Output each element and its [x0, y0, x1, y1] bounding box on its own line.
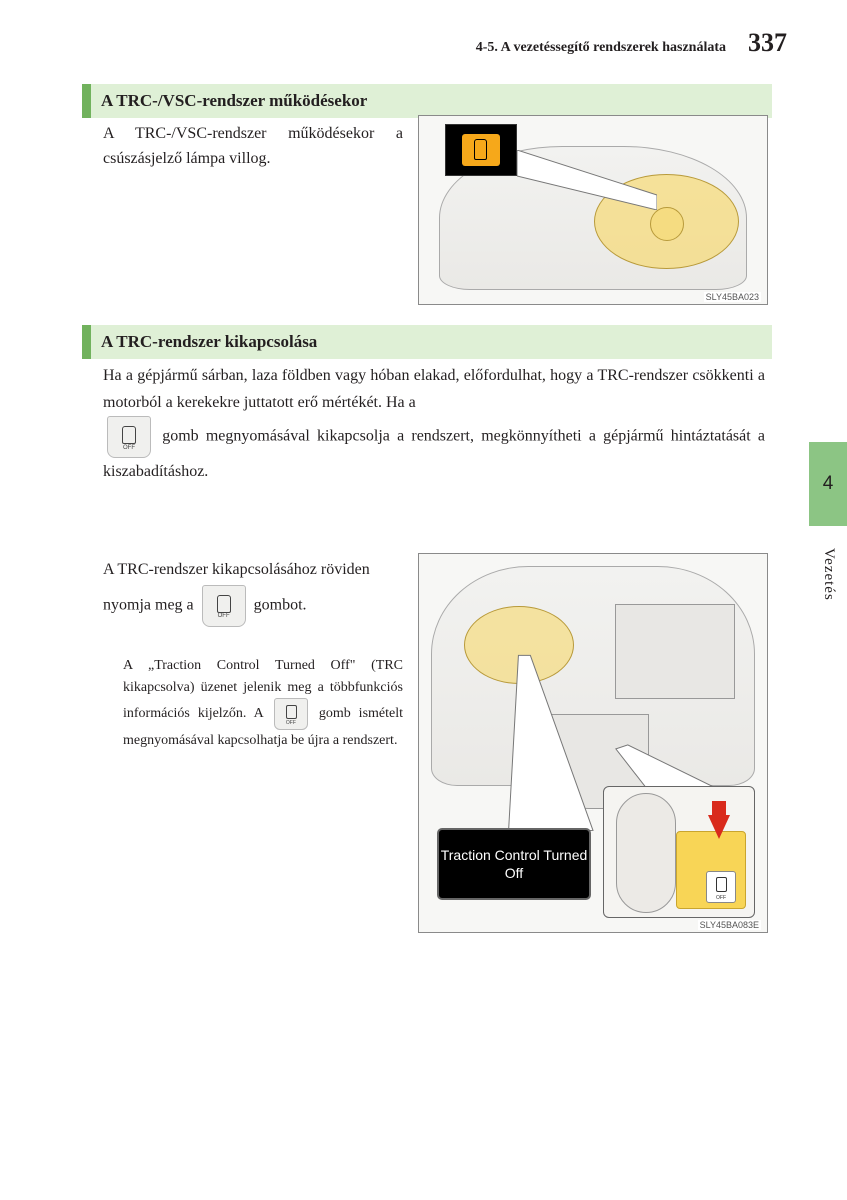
sub-paragraph: A „Traction Control Turned Off" (TRC kik… — [123, 655, 403, 752]
chapter-tab: 4 — [809, 442, 847, 526]
section-label: 4-5. A vezetéssegítő rendszerek használa… — [476, 40, 726, 56]
chapter-label: Vezetés — [820, 548, 837, 601]
trc-off-button-icon-small — [274, 698, 308, 730]
center-screen — [615, 604, 735, 699]
trc-off-button-icon — [202, 585, 246, 627]
red-arrow-icon — [708, 815, 730, 839]
paragraph-1: A TRC-/VSC-rendszer működésekor a csúszá… — [103, 122, 403, 172]
slip-indicator-callout — [445, 124, 517, 176]
image-code-1: SLY45BA023 — [704, 292, 761, 302]
tc-message-text: Traction Control Turned Off — [439, 846, 589, 882]
trc-off-button-icon — [107, 416, 151, 458]
page-number: 337 — [748, 28, 787, 58]
page-header: 4-5. A vezetéssegítő rendszerek használa… — [476, 28, 787, 58]
illustration-dashboard-slip: SLY45BA023 — [418, 115, 768, 305]
steering-wheel-highlight-2 — [464, 606, 574, 684]
gear-shifter — [616, 793, 676, 913]
section-heading-2: A TRC-rendszer kikapcsolása — [82, 325, 772, 359]
steering-wheel-highlight — [594, 174, 739, 269]
image-code-2: SLY45BA083E — [698, 920, 761, 930]
slip-indicator-icon — [462, 134, 500, 166]
heading-text-1: A TRC-/VSC-rendszer működésekor — [101, 91, 367, 110]
illustration-dashboard-trc-off: Traction Control Turned Off SLY45BA083E — [418, 553, 768, 933]
traction-control-message: Traction Control Turned Off — [437, 828, 591, 900]
paragraph-3: A TRC-rendszer kikapcsolásához röviden n… — [103, 556, 405, 627]
paragraph-2: Ha a gépjármű sárban, laza földben vagy … — [103, 362, 765, 486]
para2-part-b: gomb megnyomásával kikapcsolja a rendsze… — [103, 428, 765, 480]
trc-off-physical-button — [706, 871, 736, 903]
heading-text-2: A TRC-rendszer kikapcsolása — [101, 332, 317, 351]
para2-part-a: Ha a gépjármű sárban, laza földben vagy … — [103, 367, 765, 411]
para3-part-b: gombot. — [254, 596, 307, 613]
section-heading-1: A TRC-/VSC-rendszer működésekor — [82, 84, 772, 118]
button-location-callout — [603, 786, 755, 918]
chapter-number: 4 — [823, 473, 834, 495]
